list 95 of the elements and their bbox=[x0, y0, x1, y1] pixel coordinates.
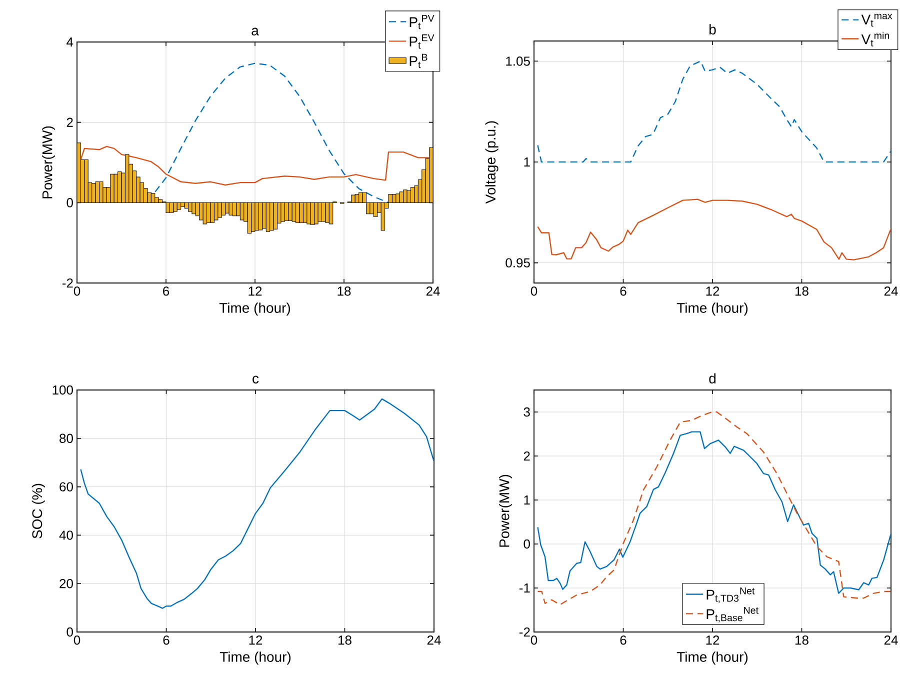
bar bbox=[396, 194, 400, 203]
legend-label: P$_{t}$PV bbox=[410, 14, 434, 30]
x-tick-label: 12 bbox=[706, 636, 720, 645]
x-tick-label: 6 bbox=[163, 636, 170, 645]
bar bbox=[351, 194, 356, 203]
bar bbox=[166, 202, 170, 213]
y-tick-label: 0.95 bbox=[506, 258, 530, 268]
bar bbox=[236, 202, 240, 216]
legend-label: P$_{t,Base}$Net bbox=[706, 606, 758, 622]
y-tick-label: -2 bbox=[519, 627, 530, 637]
y-axis-title: SOC (%) bbox=[32, 484, 45, 538]
x-tick-label: 24 bbox=[426, 286, 440, 296]
bar bbox=[328, 202, 334, 224]
bar bbox=[84, 159, 88, 203]
bar bbox=[254, 202, 259, 231]
bar bbox=[228, 202, 234, 216]
bar bbox=[150, 193, 156, 203]
y-tick-label: 100 bbox=[52, 385, 73, 395]
line-series bbox=[537, 60, 892, 163]
bar bbox=[218, 202, 222, 218]
x-tick-label: 0 bbox=[530, 636, 538, 645]
x-tick-label: 0 bbox=[74, 286, 80, 296]
bar bbox=[318, 202, 322, 222]
y-tick-label: 80 bbox=[60, 434, 73, 443]
bar bbox=[184, 202, 189, 209]
x-axis-title: Time (hour) bbox=[219, 302, 290, 316]
y-axis-title: Voltage (p.u.) bbox=[485, 121, 498, 204]
line-series bbox=[80, 146, 431, 186]
x-tick-label: 24 bbox=[884, 286, 898, 296]
x-tick-label: 24 bbox=[427, 636, 441, 645]
y-tick-label: -2 bbox=[62, 278, 73, 288]
x-tick-label: 18 bbox=[796, 286, 808, 296]
chart-title: a bbox=[252, 28, 259, 36]
bar bbox=[280, 202, 285, 222]
bar bbox=[306, 202, 311, 224]
bar bbox=[406, 190, 412, 203]
y-tick-label: 40 bbox=[59, 530, 73, 540]
y-tick-label: -1 bbox=[519, 584, 530, 592]
chart-title: d bbox=[709, 373, 716, 384]
legend-label: V$_{t}$min bbox=[861, 32, 889, 46]
bar bbox=[288, 202, 292, 221]
x-tick-label: 12 bbox=[248, 286, 262, 296]
bar bbox=[199, 202, 204, 220]
bar bbox=[325, 202, 330, 223]
y-tick-label: 0 bbox=[524, 539, 530, 549]
x-tick-label: 18 bbox=[796, 636, 808, 645]
bar bbox=[154, 197, 159, 203]
legend-label: P$_{t}$B bbox=[410, 54, 428, 68]
x-tick-label: 12 bbox=[249, 636, 262, 645]
x-tick-label: 18 bbox=[338, 636, 352, 645]
bar bbox=[176, 202, 182, 210]
y-tick-label: 20 bbox=[60, 578, 73, 588]
x-tick-label: 18 bbox=[338, 286, 351, 296]
line-series bbox=[154, 62, 390, 204]
bar bbox=[299, 202, 304, 223]
y-tick-label: 1.05 bbox=[506, 56, 530, 66]
x-tick-label: 24 bbox=[884, 636, 898, 645]
y-axis-title: Power(MW) bbox=[42, 126, 56, 198]
x-tick-label: 0 bbox=[530, 286, 538, 296]
bar bbox=[262, 202, 266, 229]
bar bbox=[210, 202, 214, 223]
chart-title: c bbox=[252, 376, 259, 384]
bar bbox=[380, 202, 386, 231]
bar bbox=[147, 192, 152, 203]
bar bbox=[192, 202, 196, 214]
x-axis-title: Time (hour) bbox=[676, 652, 748, 665]
bar bbox=[173, 202, 178, 212]
bar bbox=[158, 199, 163, 203]
x-tick-label: 6 bbox=[620, 636, 626, 645]
legend-label: P$_{t}$EV bbox=[410, 34, 434, 49]
line-series bbox=[537, 198, 892, 260]
bar bbox=[99, 182, 104, 203]
y-tick-label: 1 bbox=[524, 496, 530, 504]
x-tick-label: 6 bbox=[620, 286, 626, 296]
bar bbox=[110, 174, 114, 203]
y-tick-label: 0 bbox=[66, 198, 73, 208]
x-axis-title: Time (hour) bbox=[220, 652, 291, 665]
legend-label: P$_{t,TD3}$Net bbox=[706, 588, 755, 603]
y-axis-title: Power(MW) bbox=[499, 474, 512, 547]
x-axis-title: Time (hour) bbox=[676, 302, 748, 316]
x-tick-label: 12 bbox=[706, 286, 720, 296]
y-tick-label: 3 bbox=[524, 407, 530, 417]
y-tick-label: 1 bbox=[524, 158, 530, 166]
y-tick-label: 60 bbox=[60, 482, 73, 492]
y-tick-label: 4 bbox=[66, 38, 74, 46]
y-tick-label: 2 bbox=[524, 451, 530, 461]
bar bbox=[273, 202, 278, 230]
x-tick-label: 6 bbox=[163, 286, 170, 296]
y-tick-label: 0 bbox=[66, 627, 73, 637]
legend-label: V$_{t}$max bbox=[861, 14, 892, 27]
bar bbox=[370, 202, 374, 214]
chart-title: b bbox=[710, 24, 716, 34]
x-tick-label: 0 bbox=[74, 636, 80, 645]
bar bbox=[95, 182, 100, 203]
y-tick-label: 2 bbox=[66, 118, 73, 127]
